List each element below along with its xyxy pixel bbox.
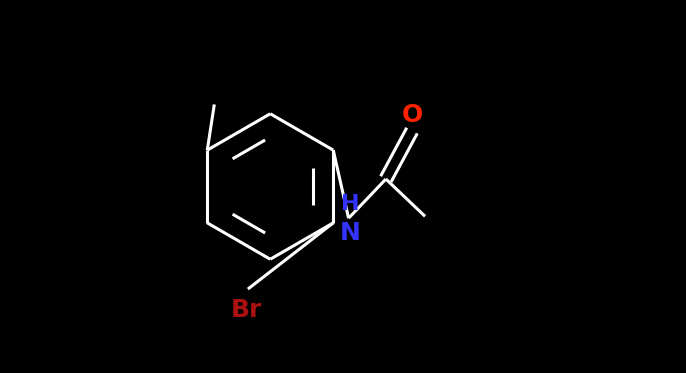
Text: H: H bbox=[341, 194, 359, 214]
Text: Br: Br bbox=[230, 298, 261, 322]
Text: O: O bbox=[402, 103, 423, 127]
Text: N: N bbox=[340, 221, 361, 245]
